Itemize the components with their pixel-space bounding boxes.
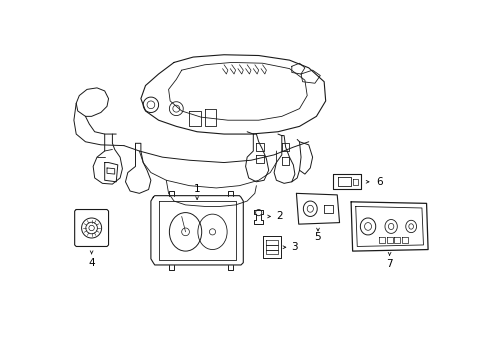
Text: 7: 7 [386, 259, 392, 269]
Text: 1: 1 [193, 184, 200, 194]
Text: 3: 3 [291, 242, 298, 252]
Text: 4: 4 [88, 258, 95, 267]
Text: 5: 5 [314, 232, 321, 242]
Text: 2: 2 [276, 211, 282, 221]
Text: 6: 6 [375, 177, 382, 187]
